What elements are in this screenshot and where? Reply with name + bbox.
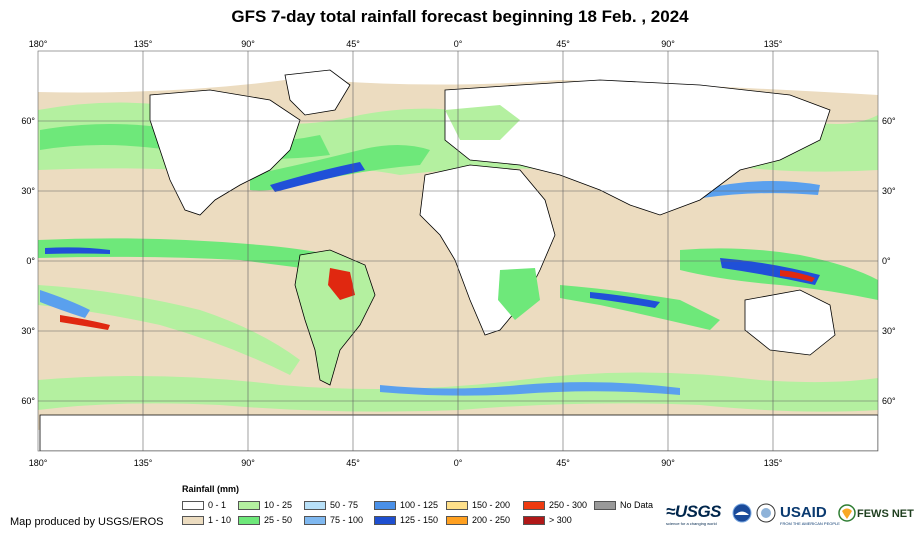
partner-logos: ≈USGS science for a changing world USAID…	[664, 500, 916, 530]
southern-ocean-storm	[380, 382, 680, 396]
usgs-logo: ≈USGS	[666, 502, 722, 521]
greenland	[284, 69, 351, 116]
lon-label-top: 180°	[29, 39, 48, 49]
noaa-logo-icon	[732, 503, 752, 523]
legend-item: > 300	[523, 515, 572, 525]
legend-swatch	[304, 500, 326, 510]
legend-item: 10 - 25	[238, 500, 292, 510]
itcz-storm	[45, 247, 110, 254]
lon-label-bottom: 90°	[661, 458, 675, 468]
usaid-logo: USAID	[780, 504, 827, 521]
legend-item: 1 - 10	[182, 515, 231, 525]
legend-label: 25 - 50	[264, 515, 293, 525]
legend-item: 75 - 100	[304, 515, 363, 525]
department-seal-icon	[756, 503, 776, 523]
northwest-pacific-storm	[700, 181, 820, 198]
legend-item: 200 - 250	[446, 515, 510, 525]
map-title: GFS 7-day total rainfall forecast beginn…	[231, 7, 689, 26]
legend-swatch	[182, 515, 204, 525]
legend-label: 0 - 1	[208, 500, 227, 510]
legend-item: No Data	[594, 500, 653, 510]
south-america	[294, 249, 376, 386]
legend-swatch	[446, 515, 468, 525]
lat-label-right: 0°	[882, 256, 891, 266]
lon-label-bottom: 180°	[29, 458, 48, 468]
australia	[744, 289, 836, 356]
lat-label-right: 30°	[882, 186, 896, 196]
lon-label-top: 45°	[556, 39, 570, 49]
legend-item: 0 - 1	[182, 500, 226, 510]
map-credit: Map produced by USGS/EROS	[10, 516, 164, 528]
europe-rain	[445, 105, 520, 140]
legend-item: 100 - 125	[374, 500, 438, 510]
lat-label-left: 60°	[21, 116, 35, 126]
lat-label-left: 0°	[26, 256, 35, 266]
south-pacific-band	[38, 285, 300, 375]
eurasia	[444, 79, 831, 216]
lat-label-left: 60°	[21, 396, 35, 406]
lon-label-top: 45°	[346, 39, 360, 49]
legend-label: 10 - 25	[264, 500, 293, 510]
legend-swatch	[374, 500, 396, 510]
lon-label-bottom: 45°	[346, 458, 360, 468]
lon-label-bottom: 135°	[134, 458, 153, 468]
maritime-storm	[720, 258, 820, 285]
amazon-heavy-rain	[328, 268, 355, 300]
itcz-pacific	[38, 238, 360, 275]
indian-ocean-storm	[590, 292, 660, 308]
legend-item: 250 - 300	[523, 500, 587, 510]
legend-item: 50 - 75	[304, 500, 358, 510]
lat-label-right: 30°	[882, 326, 896, 336]
lon-label-top: 90°	[661, 39, 675, 49]
legend-label: > 300	[549, 515, 572, 525]
heavy-rain-cell-east	[780, 270, 815, 282]
legend-label: 125 - 150	[400, 515, 439, 525]
antarctica	[39, 414, 878, 451]
usgs-tagline: science for a changing world	[666, 521, 717, 526]
usaid-tagline: FROM THE AMERICAN PEOPLE	[780, 521, 840, 526]
lon-label-top: 0°	[454, 39, 463, 49]
fews-net-logo: FEWS NET	[857, 508, 914, 520]
atlantic-storm	[270, 162, 365, 192]
fews-globe-icon	[838, 504, 856, 522]
legend-swatch	[238, 500, 260, 510]
legend-swatch	[446, 500, 468, 510]
legend-label: 50 - 75	[330, 500, 359, 510]
lon-label-bottom: 135°	[764, 458, 783, 468]
legend-swatch	[374, 515, 396, 525]
lat-label-left: 30°	[21, 186, 35, 196]
legend-label: 75 - 100	[330, 515, 364, 525]
legend-swatch	[238, 515, 260, 525]
lon-label-top: 90°	[241, 39, 255, 49]
lon-label-top: 135°	[134, 39, 153, 49]
legend-swatch	[304, 515, 326, 525]
lon-label-bottom: 45°	[556, 458, 570, 468]
legend-label: 200 - 250	[472, 515, 511, 525]
legend-label: 150 - 200	[472, 500, 511, 510]
legend-label: 250 - 300	[549, 500, 588, 510]
legend-label: 1 - 10	[208, 515, 232, 525]
heavy-rain-cell-west	[60, 315, 110, 330]
southern-africa-rain	[498, 268, 540, 320]
legend-title: Rainfall (mm)	[182, 484, 240, 494]
lon-label-top: 135°	[764, 39, 783, 49]
lat-label-left: 30°	[21, 326, 35, 336]
lon-label-bottom: 90°	[241, 458, 255, 468]
lat-label-right: 60°	[882, 116, 896, 126]
lat-label-right: 60°	[882, 396, 896, 406]
legend-label: No Data	[620, 500, 654, 510]
legend-swatch	[523, 515, 545, 525]
lon-label-bottom: 0°	[454, 458, 463, 468]
legend-swatch	[523, 500, 545, 510]
legend-swatch	[594, 500, 616, 510]
legend-item: 125 - 150	[374, 515, 438, 525]
graticule	[37, 50, 879, 452]
legend-swatch	[182, 500, 204, 510]
legend-item: 150 - 200	[446, 500, 510, 510]
legend-label: 100 - 125	[400, 500, 439, 510]
south-pacific-storm	[40, 290, 90, 318]
legend-item: 25 - 50	[238, 515, 292, 525]
